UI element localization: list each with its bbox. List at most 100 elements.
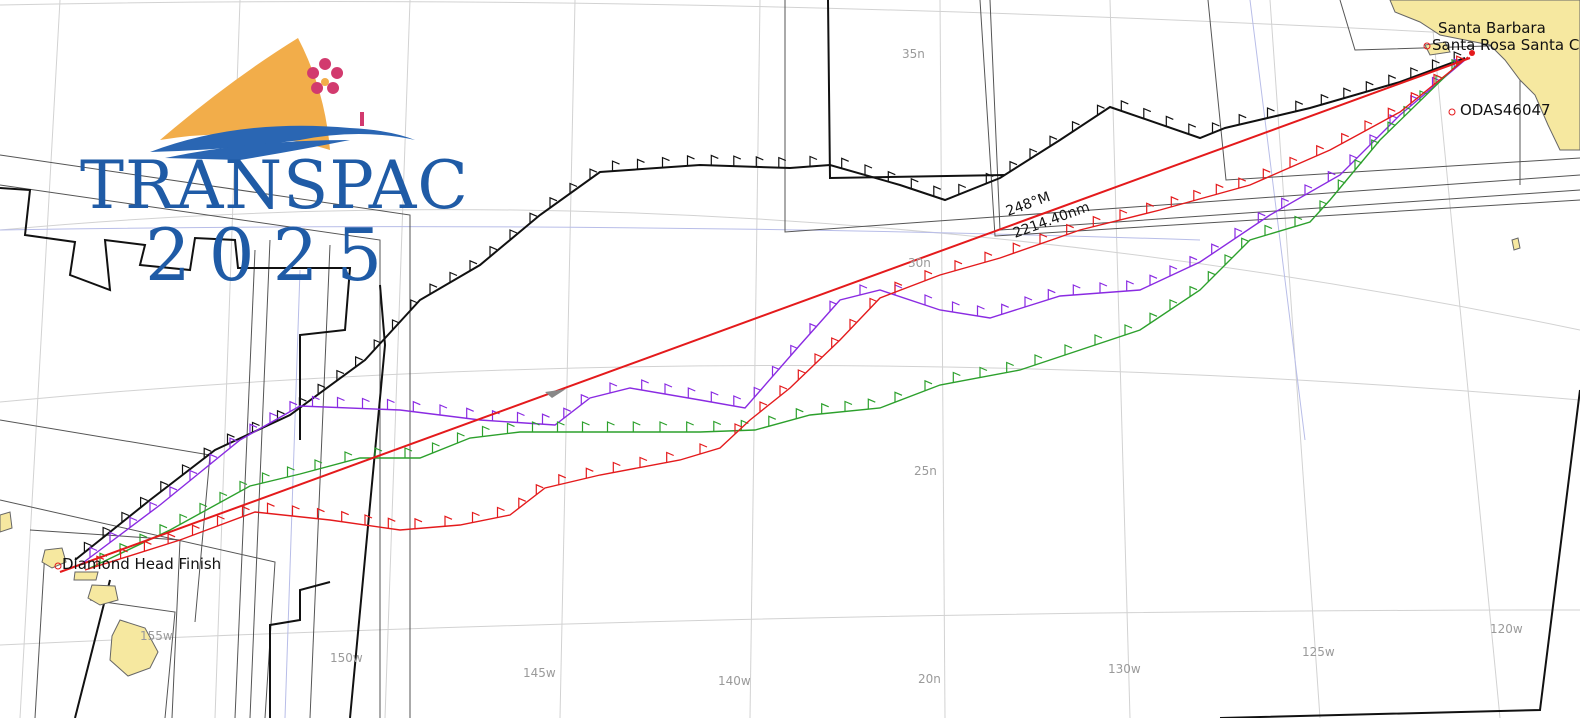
wind-barb-icon <box>609 382 618 393</box>
wind-barb-icon <box>276 409 285 421</box>
wind-barb-icon <box>1193 189 1202 201</box>
wind-barb-icon <box>1266 107 1275 118</box>
track-red[interactable] <box>84 56 1469 571</box>
wind-barb-icon <box>226 433 235 445</box>
wind-barb-icon <box>1320 93 1329 105</box>
wind-barb-icon <box>229 437 238 449</box>
wind-barb-icon <box>1238 177 1247 189</box>
wind-barb-icon <box>1257 211 1266 223</box>
wind-barb-icon <box>1099 282 1108 293</box>
hawaiian-islands <box>0 237 1521 677</box>
wind-barb-icon <box>1431 76 1440 88</box>
lat-label-25n: 25n <box>914 464 937 478</box>
wind-barb-icon <box>1224 254 1233 265</box>
wind-barb-icon <box>887 170 896 182</box>
wind-barb-icon <box>1012 242 1021 254</box>
place-hawaii-finish: Diamond Head Finish <box>62 555 221 573</box>
wind-barb-icon <box>687 387 696 398</box>
wind-barb-icon <box>311 395 320 407</box>
wind-barb-icon <box>1092 215 1101 227</box>
wind-barb-icon <box>1047 288 1056 300</box>
wind-barb-icon <box>1410 91 1419 103</box>
wind-barb-icon <box>489 245 498 257</box>
wind-barb-icon <box>529 212 538 224</box>
wind-barb-icon <box>531 421 540 432</box>
wind-barb-icon <box>361 397 370 409</box>
wind-barb-icon <box>159 523 168 535</box>
wind-barb-icon <box>239 480 248 492</box>
wind-barb-icon <box>869 297 878 309</box>
wind-barb-icon <box>1124 324 1133 335</box>
wind-barb-icon <box>549 196 558 208</box>
wind-barb-icon <box>563 407 572 419</box>
wind-barb-icon <box>1241 237 1249 249</box>
wind-barb-icon <box>535 483 544 495</box>
wind-barb-icon <box>976 305 985 316</box>
wind-barb-icon <box>954 259 963 271</box>
wind-barb-icon <box>1165 115 1174 127</box>
wind-barb-icon <box>1049 135 1058 147</box>
place-oda-buoy: ODAS46047 <box>1460 101 1551 119</box>
wind-barb-icon <box>286 466 295 477</box>
lon-label-155w: 155w <box>140 629 173 643</box>
track-green[interactable] <box>89 61 1461 569</box>
wind-barb-icon <box>1387 107 1396 119</box>
wind-barb-icon <box>102 526 111 538</box>
california-coast <box>1389 0 1580 151</box>
wind-barb-icon <box>341 510 349 522</box>
wind-barb-icon <box>844 400 853 412</box>
lon-label-145w: 145w <box>523 666 556 680</box>
wind-barb-icon <box>291 505 300 516</box>
wind-barb-icon <box>1262 168 1271 180</box>
wind-barb-icon <box>1281 197 1289 209</box>
wind-barb-icon <box>471 511 480 523</box>
wind-barb-icon <box>336 369 345 381</box>
wind-barb-icon <box>216 515 225 526</box>
wind-barb-icon <box>249 423 258 435</box>
wind-barb-icon <box>1143 107 1152 119</box>
wind-barb-icon <box>251 421 260 433</box>
wind-barb-icon <box>639 456 648 468</box>
wind-barb-icon <box>355 355 363 367</box>
wind-barb-icon <box>169 485 178 497</box>
wind-barb-icon <box>558 473 567 485</box>
start-point-icon <box>1469 50 1475 56</box>
wind-barb-icon <box>894 391 903 403</box>
wind-barb-icon <box>1096 104 1105 116</box>
wind-barb-icon <box>1207 270 1216 282</box>
wind-barb-icon <box>753 386 762 398</box>
wind-barb-icon <box>509 229 518 240</box>
wind-barb-icon <box>585 467 594 479</box>
wind-barb-icon <box>317 383 326 395</box>
wind-barb-icon <box>1170 195 1179 207</box>
wind-barb-icon <box>1006 361 1014 373</box>
wind-barb-icon <box>1094 334 1103 345</box>
track-purple[interactable] <box>79 59 1466 566</box>
wind-barb-icon <box>556 421 565 432</box>
wind-barb-icon <box>1234 227 1243 239</box>
wind-barb-icon <box>431 442 440 453</box>
lon-label-150w: 150w <box>330 651 363 665</box>
wind-barb-icon <box>779 385 788 396</box>
wind-barb-icon <box>541 413 550 425</box>
wind-barb-icon <box>1146 202 1154 214</box>
boat-tracks <box>74 51 1469 571</box>
wind-barb-icon <box>191 524 200 536</box>
wind-barb-icon <box>1327 170 1336 182</box>
wind-barb-icon <box>189 469 198 481</box>
wind-barb-icon <box>1009 160 1018 172</box>
wind-barb-icon <box>1365 80 1374 92</box>
wind-barb-icon <box>821 402 829 414</box>
wind-barb-icon <box>199 502 208 514</box>
wind-barb-icon <box>1120 99 1129 111</box>
lon-label-120w: 120w <box>1490 622 1523 636</box>
wind-barb-icon <box>414 517 423 529</box>
wind-barb-icon <box>1238 113 1247 125</box>
wind-barb-icon <box>569 182 578 194</box>
wind-barb-icon <box>1295 100 1304 112</box>
wind-barb-icon <box>985 172 994 184</box>
wind-barb-icon <box>1024 296 1033 307</box>
